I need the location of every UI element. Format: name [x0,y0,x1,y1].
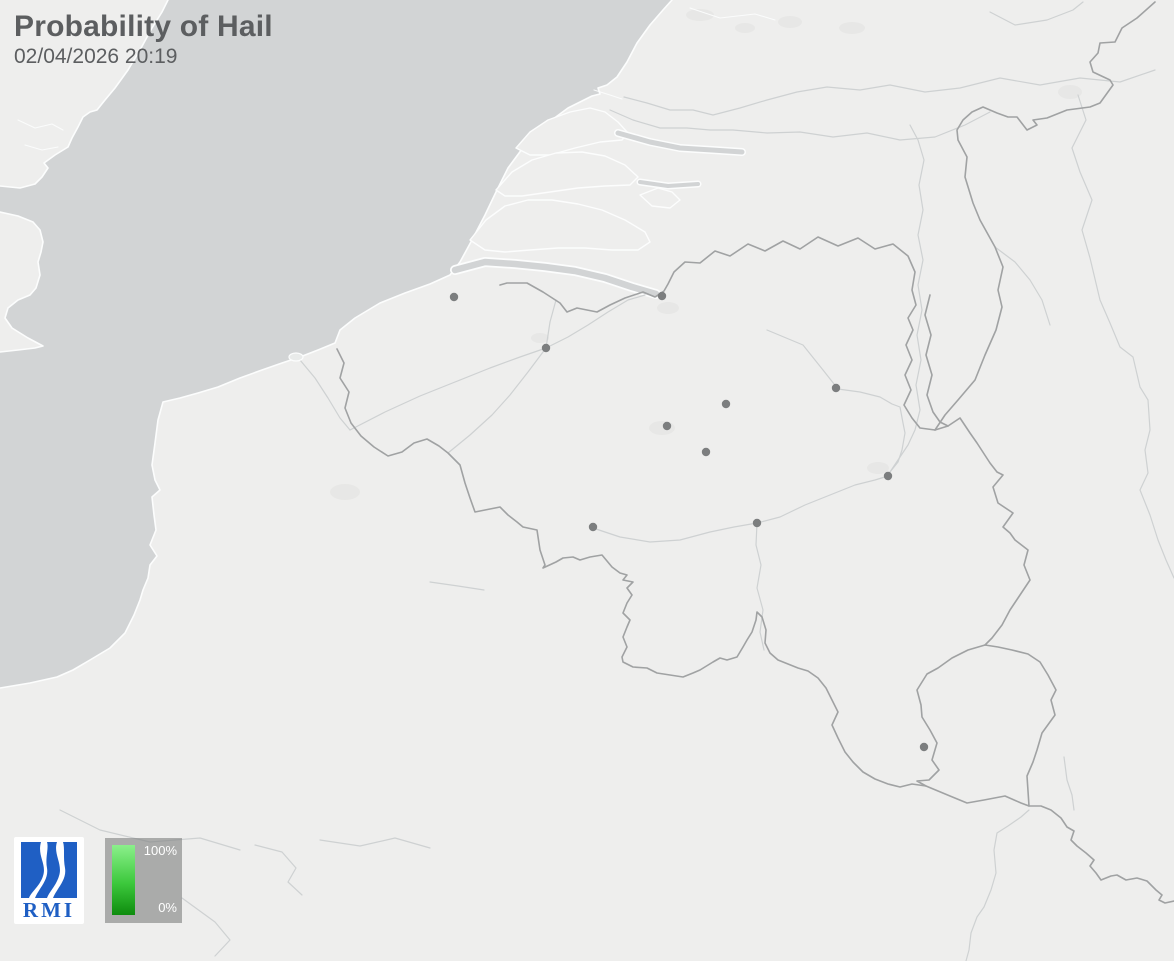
city-dot [919,742,929,752]
city-dot [449,292,459,302]
river-meuse-limburg [889,124,925,473]
river-rhine [1071,94,1174,579]
river-france [254,844,303,896]
coastal-lake [288,352,304,362]
city-dots [449,291,929,752]
rmi-logo: RMI [14,837,84,924]
coastlines [0,0,776,689]
river-waal [623,69,1156,116]
city-dot [657,291,667,301]
probability-legend: 100% 0% [105,838,182,923]
city-dot [541,343,551,353]
rivers [59,1,1174,961]
river-france [319,837,431,849]
creek-line [24,144,59,151]
urban-patches [330,9,1082,500]
border-netherlands-germany [934,1,1156,431]
estuary-channels [450,129,746,299]
urban-patch [657,302,679,314]
rmi-logo-text: RMI [22,898,76,922]
river-nl-canal [989,1,1084,26]
legend-min-label: 0% [158,900,177,915]
waterway-line [689,7,776,21]
river-rur [994,246,1051,326]
border-france-germany [1028,805,1174,904]
legend-max-label: 100% [143,843,177,858]
urban-patch [686,9,714,21]
river-moselle [965,809,1030,961]
coastline-kent [0,211,44,353]
city-dot [588,522,598,532]
city-dot [831,383,841,393]
creek-line [17,119,64,131]
urban-patch [867,462,889,474]
timestamp: 02/04/2026 20:19 [14,44,178,68]
coastline-essex [0,0,169,189]
border-limburg-east [924,294,949,427]
island [495,151,639,197]
urban-patch [531,333,549,343]
legend-gradient-bar [112,845,135,915]
border-belgium-germany [934,417,1031,646]
border-france-belgium [336,348,927,788]
city-dot [701,447,711,457]
city-dot [883,471,893,481]
urban-patch [735,23,755,33]
country-borders [336,1,1174,904]
river-leie [349,347,547,431]
river-sambre [592,522,758,543]
city-dot [662,421,672,431]
river-meuse-south [755,522,765,651]
river-gent-canal [545,299,557,349]
channel-water [638,180,700,188]
sea-area [0,0,672,688]
river-france [181,897,231,957]
island [469,199,651,253]
river-scheldt-lower [545,294,646,349]
urban-patch [1058,85,1082,99]
urban-patch [839,22,865,34]
city-dot [752,518,762,528]
urban-patch [330,484,360,500]
map-header: Probability of Hail 02/04/2026 20:19 [14,10,273,69]
river-maas-nl [609,109,991,141]
city-dot [721,399,731,409]
urban-patch [649,421,675,435]
river-meuse-be [756,475,889,524]
page-title: Probability of Hail [14,10,273,43]
river-scheldt-upper [447,347,547,454]
river-yser [299,359,351,431]
channel-water [615,130,745,155]
border-luxembourg [916,644,1057,807]
harbour-line [593,89,623,100]
delta-islands [469,107,681,253]
river-saar [1063,756,1075,811]
urban-patch [778,16,802,28]
channel-water [451,258,660,298]
rmi-logo-icon [21,842,77,898]
river-demer-canal [766,329,906,473]
coastline-continent [0,0,673,689]
border-belgium-netherlands [499,236,936,431]
river-france [429,581,485,591]
